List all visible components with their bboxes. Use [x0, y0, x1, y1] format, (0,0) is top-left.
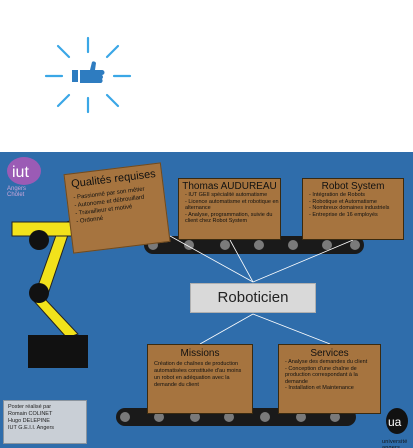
missions-title: Missions: [180, 348, 220, 359]
list-item: Intégration de Robots: [309, 192, 403, 199]
list-item: Analyse des demandes du client: [285, 359, 380, 366]
list-item: IUT GEII spécialité automatisme: [185, 192, 280, 199]
list-item: Licence automatisme et robotique en alte…: [185, 199, 280, 212]
poster: iut Angers Cholet Qualités requises Pass…: [0, 152, 413, 448]
iut-logo: iut: [7, 157, 41, 185]
roboticien-label: Roboticien: [190, 283, 316, 313]
credits-box: Poster réalisé par Romain COLINET Hugo D…: [3, 400, 87, 444]
robot-system-box: Robot System Intégration de Robots Robot…: [302, 178, 404, 240]
list-item: Robotique et Automatisme: [309, 199, 403, 206]
missions-text: Création de chaînes de production automa…: [154, 361, 242, 388]
list-item: Analyse, programmation, suivie du client…: [185, 212, 280, 225]
ua-logo: ua: [386, 408, 408, 434]
thumbs-up-burst-icon: [44, 36, 132, 114]
credit-line: Romain COLINET: [8, 411, 53, 417]
top-white-area: [0, 0, 413, 152]
credit-line: IUT G.E.I.I. Angers: [8, 425, 55, 431]
robot-system-title: Robot System: [321, 181, 385, 192]
ua-logo-text: ua: [388, 415, 402, 429]
list-item: Installation et Maintenance: [285, 385, 380, 392]
missions-box: Missions Création de chaînes de producti…: [147, 344, 253, 414]
thomas-title: Thomas AUDUREAU: [182, 181, 277, 192]
credit-line: Hugo DELEPINE: [8, 418, 50, 424]
thomas-box: Thomas AUDUREAU IUT GEII spécialité auto…: [178, 178, 281, 240]
list-item: Nombreux domaines industriels: [309, 205, 403, 212]
credit-line: Poster réalisé par: [8, 404, 52, 410]
services-box: Services Analyse des demandes du client …: [278, 344, 381, 414]
services-title: Services: [310, 348, 349, 359]
qualites-box: Qualités requises Passionné par son méti…: [63, 162, 171, 254]
ua-name: université angers: [382, 439, 408, 448]
list-item: Conception d'une chaîne de production co…: [285, 366, 380, 386]
iut-subtitle: Angers Cholet: [7, 186, 27, 198]
iut-logo-text: iut: [12, 164, 29, 181]
list-item: Entreprise de 16 employés: [309, 212, 403, 219]
